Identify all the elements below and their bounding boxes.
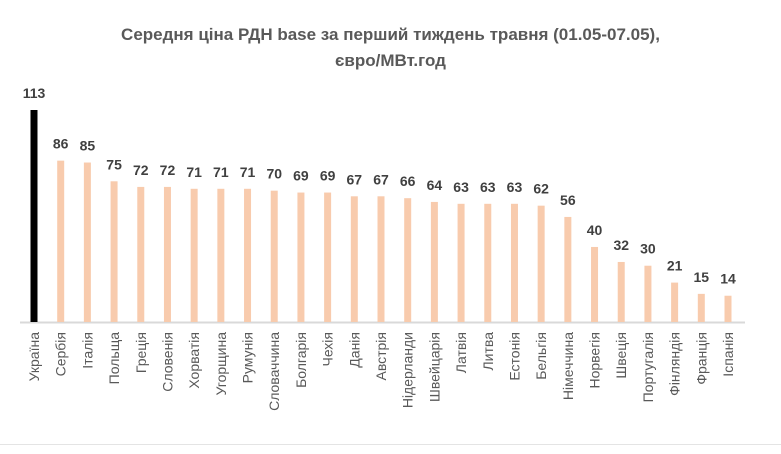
bar-19 — [537, 205, 545, 322]
data-label-14: 66 — [400, 173, 416, 189]
data-label-25: 15 — [694, 269, 710, 285]
data-label-21: 40 — [587, 222, 603, 238]
category-label-7: Угорщина — [213, 332, 229, 396]
category-label-4: Греція — [133, 332, 149, 373]
data-label-17: 63 — [480, 179, 496, 195]
category-label-0: Україна — [26, 332, 42, 382]
category-label-8: Румунія — [240, 332, 256, 383]
chart-title-line2: євро/МВт.год — [335, 51, 446, 70]
category-label-20: Німеччина — [560, 332, 576, 400]
category-label-22: Швеція — [613, 332, 629, 379]
category-label-2: Італія — [79, 332, 95, 369]
category-label-5: Словенія — [159, 332, 175, 392]
bar-2 — [83, 162, 91, 322]
category-label-26: Іспанія — [720, 332, 736, 377]
bar-6 — [190, 188, 198, 322]
bar-24 — [671, 282, 679, 322]
category-label-16: Латвія — [453, 332, 469, 373]
category-label-15: Швейцарія — [426, 332, 442, 402]
category-label-11: Чехія — [320, 332, 336, 367]
bar-26 — [724, 295, 732, 322]
category-label-3: Польща — [106, 332, 122, 385]
bar-7 — [217, 188, 225, 322]
category-label-9: Словаччина — [266, 332, 282, 411]
data-label-0: 113 — [23, 85, 46, 101]
data-label-6: 71 — [186, 164, 202, 180]
data-label-23: 30 — [640, 241, 656, 257]
data-label-11: 69 — [320, 168, 336, 184]
data-label-24: 21 — [667, 258, 683, 274]
data-label-1: 86 — [53, 136, 69, 152]
bar-12 — [350, 196, 358, 322]
data-label-26: 14 — [720, 271, 736, 287]
bar-4 — [137, 186, 145, 322]
data-label-18: 63 — [507, 179, 523, 195]
data-label-19: 62 — [533, 181, 549, 197]
category-label-24: Фінляндія — [667, 332, 683, 396]
data-label-3: 75 — [106, 156, 122, 172]
data-label-9: 70 — [266, 166, 282, 182]
bar-0 — [30, 110, 38, 322]
bar-23 — [644, 265, 652, 322]
chart-title-line1: Середня ціна РДН base за перший тиждень … — [121, 25, 660, 44]
data-label-5: 72 — [160, 162, 176, 178]
data-label-4: 72 — [133, 162, 149, 178]
bar-11 — [324, 192, 332, 322]
bar-5 — [163, 186, 171, 322]
bar-18 — [510, 203, 518, 322]
category-label-1: Сербія — [53, 332, 69, 376]
category-label-21: Норвегія — [587, 332, 603, 389]
bar-20 — [564, 216, 572, 322]
data-label-8: 71 — [240, 164, 256, 180]
data-label-12: 67 — [347, 171, 363, 187]
data-label-22: 32 — [613, 237, 629, 253]
category-label-25: Франція — [693, 332, 709, 385]
category-label-10: Болгарія — [293, 332, 309, 388]
category-label-13: Австрія — [373, 332, 389, 381]
bar-8 — [244, 188, 252, 322]
category-label-12: Данія — [346, 332, 362, 368]
data-label-10: 69 — [293, 168, 309, 184]
data-label-16: 63 — [453, 179, 469, 195]
bar-10 — [297, 192, 305, 322]
category-label-14: Нідерланди — [400, 332, 416, 408]
category-label-18: Естонія — [506, 332, 522, 381]
bar-17 — [484, 203, 492, 322]
data-label-15: 64 — [427, 177, 443, 193]
bar-25 — [697, 293, 705, 322]
category-label-19: Бельгія — [533, 332, 549, 380]
data-label-13: 67 — [373, 171, 389, 187]
bar-3 — [110, 181, 118, 322]
data-label-2: 85 — [80, 138, 96, 154]
chart-title: Середня ціна РДН base за перший тиждень … — [0, 22, 781, 74]
category-label-6: Хорватія — [186, 332, 202, 389]
bar-1 — [57, 160, 65, 322]
bar-9 — [270, 190, 278, 322]
bar-15 — [430, 201, 438, 322]
bar-14 — [404, 198, 412, 322]
bar-16 — [457, 203, 465, 322]
bar-13 — [377, 196, 385, 322]
data-label-20: 56 — [560, 192, 576, 208]
category-label-17: Литва — [480, 332, 496, 371]
category-label-23: Португалія — [640, 332, 656, 402]
bar-21 — [591, 246, 599, 322]
bar-22 — [617, 261, 625, 322]
data-label-7: 71 — [213, 164, 229, 180]
